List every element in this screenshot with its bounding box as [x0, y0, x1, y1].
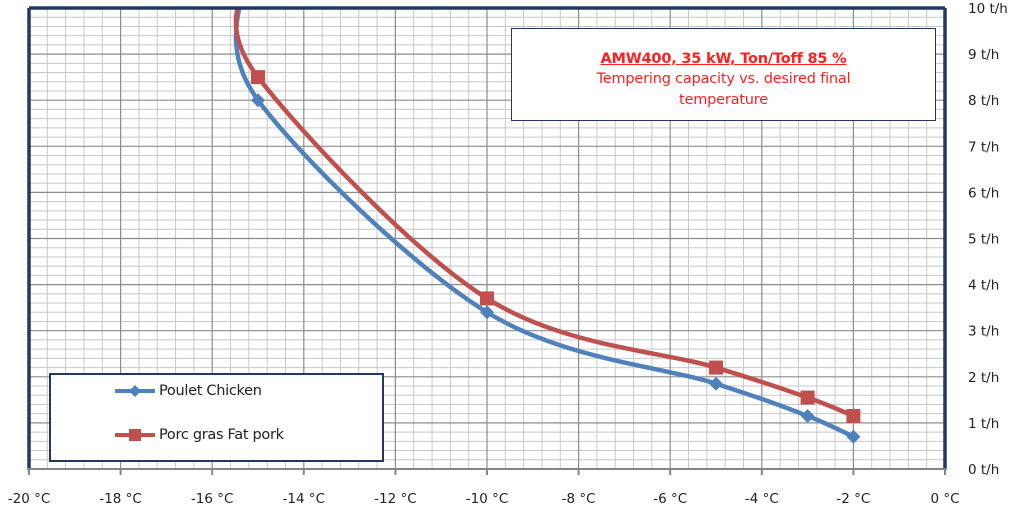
series-line [233, 8, 856, 419]
legend-item-chicken: Poulet Chicken [113, 383, 262, 399]
y-tick-label: 7 t/h [968, 139, 999, 155]
series-line [233, 8, 856, 439]
y-tick-labels: 0 t/h 1 t/h 2 t/h 3 t/h 4 t/h 5 t/h 6 t/h 7 t/h… [968, 1, 1008, 478]
x-tick-label: -18 °C [99, 491, 142, 507]
x-tick-label: -14 °C [283, 491, 326, 507]
diamond-marker-icon [129, 385, 141, 397]
x-tick-label: -10 °C [466, 491, 509, 507]
series-fat-pork [233, 8, 861, 423]
legend-swatch-chicken [113, 384, 157, 398]
data-point-diamond [709, 376, 723, 391]
y-tick-label: 6 t/h [968, 185, 999, 201]
y-tick-label: 8 t/h [968, 93, 999, 109]
data-point-diamond [846, 429, 861, 444]
series-chicken [233, 8, 861, 444]
x-tick-label: -2 °C [836, 491, 870, 507]
data-point-square [709, 360, 723, 375]
x-tick-label: -16 °C [191, 491, 234, 507]
y-tick-label: 0 t/h [968, 462, 999, 478]
y-tick-label: 4 t/h [968, 278, 999, 294]
data-point-square [251, 70, 265, 85]
y-tick-label: 3 t/h [968, 324, 999, 340]
x-tick-label: 0 °C [930, 491, 959, 507]
data-point-square [800, 390, 815, 405]
chart-title: AMW400, 35 kW, Ton/Toff 85 % [600, 51, 847, 67]
legend: Poulet Chicken Porc gras Fat pork [49, 373, 384, 462]
legend-swatch-fat-pork [113, 428, 157, 442]
chart-subtitle: Tempering capacity vs. desired final tem… [596, 71, 851, 108]
axes [27, 6, 947, 475]
x-tick-label: -6 °C [653, 491, 687, 507]
x-tick-label: -8 °C [562, 491, 596, 507]
data-point-square [846, 408, 861, 423]
data-point-square [480, 291, 494, 306]
y-tick-label: 10 t/h [968, 1, 1008, 17]
y-tick-label: 2 t/h [968, 370, 999, 386]
legend-label-fat-pork: Porc gras Fat pork [159, 427, 284, 443]
series-layer [233, 8, 861, 444]
x-tick-labels: -20 °C -18 °C -16 °C -14 °C -12 °C -10 °C -8 °… [8, 491, 960, 507]
data-point-diamond [251, 93, 265, 108]
square-marker-icon [129, 429, 141, 441]
y-tick-label: 9 t/h [968, 47, 999, 63]
legend-label-chicken: Poulet Chicken [159, 383, 262, 399]
x-tick-label: -12 °C [374, 491, 417, 507]
x-tick-label: -20 °C [8, 491, 51, 507]
legend-item-fat-pork: Porc gras Fat pork [113, 427, 284, 443]
chart-title-box: AMW400, 35 kW, Ton/Toff 85 % Tempering c… [511, 28, 936, 121]
y-tick-label: 5 t/h [968, 232, 999, 248]
x-tick-label: -4 °C [745, 491, 779, 507]
data-point-diamond [800, 408, 815, 423]
data-point-diamond [480, 305, 494, 320]
y-tick-label: 1 t/h [968, 416, 999, 432]
